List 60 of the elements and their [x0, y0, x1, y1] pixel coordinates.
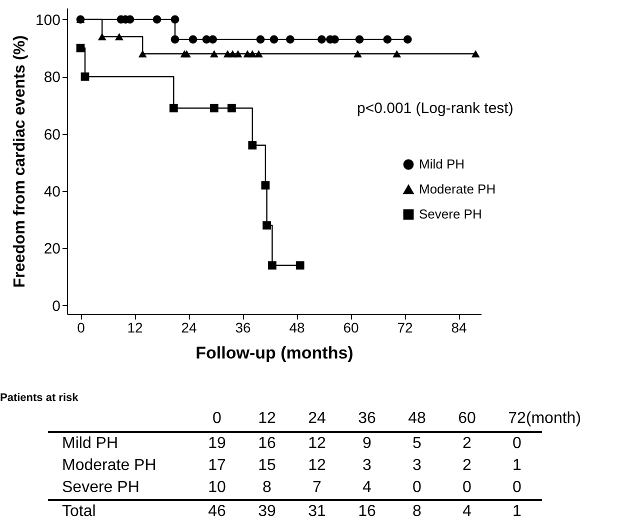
x-tick-label: 12 [127, 320, 143, 336]
text: 12 [257, 409, 277, 429]
x-tick-label: 72 [397, 320, 413, 336]
text: 0 [462, 478, 472, 498]
text: 19 [192, 432, 242, 455]
x-tick-label: 0 [77, 320, 86, 336]
text: 12 [307, 456, 327, 476]
text: 8 [262, 478, 272, 498]
x-tick-label: 24 [181, 320, 197, 336]
text: 48 [407, 409, 427, 429]
text: 4 [362, 478, 372, 498]
text: 8 [392, 500, 442, 522]
text: 2 [462, 456, 472, 476]
text: 16 [242, 432, 292, 455]
annotation: p<0.001 (Log-rank test) [357, 100, 514, 117]
text: 15 [257, 456, 277, 476]
text: 7 [312, 478, 322, 498]
text: Moderate PH [61, 456, 158, 476]
text: 16 [342, 500, 392, 522]
x-tick-label: 36 [235, 320, 251, 336]
text: Severe PH [61, 478, 140, 498]
legend-label: Mild PH [419, 156, 465, 172]
text: 1 [492, 500, 542, 522]
text: 5 [392, 432, 442, 455]
text: 3 [362, 456, 372, 476]
text: 60 [457, 409, 477, 429]
text: 2 [442, 432, 492, 455]
text: (month) [526, 410, 582, 428]
y-tick-label: 20 [44, 240, 60, 258]
text: 17 [207, 456, 227, 476]
y-tick-label: 60 [44, 126, 60, 144]
text: 36 [357, 409, 377, 429]
x-tick-label: 60 [343, 320, 359, 336]
text: 3 [412, 456, 422, 476]
text: Total [48, 500, 192, 522]
text: 0 [212, 409, 222, 429]
text: 1 [512, 456, 522, 476]
y-tick-label: 100 [35, 12, 60, 29]
y-axis-title: Freedom from cardiac events (%) [11, 35, 28, 288]
text: 9 [342, 432, 392, 455]
text: 24 [307, 409, 327, 429]
text: 46 [192, 500, 242, 522]
y-tick-label: 80 [44, 69, 60, 86]
text: 4 [442, 500, 492, 522]
x-axis-title: Follow-up (months) [196, 344, 354, 362]
x-tick-label: 48 [289, 320, 305, 336]
legend-label: Moderate PH [419, 182, 496, 196]
text: Mild PH [48, 432, 192, 455]
legend-label: Severe PH [419, 206, 482, 222]
text: 39 [242, 500, 292, 522]
text: Patients at risk [0, 392, 80, 404]
x-tick-label: 84 [451, 320, 467, 336]
y-tick-label: 40 [44, 184, 60, 201]
text: 12 [292, 432, 342, 455]
text: 0 [512, 478, 522, 498]
text: 0 [412, 478, 422, 498]
text: 0 [492, 432, 542, 455]
text: 10 [207, 478, 227, 498]
y-tick-label: 0 [52, 298, 60, 315]
text: 31 [292, 500, 342, 522]
